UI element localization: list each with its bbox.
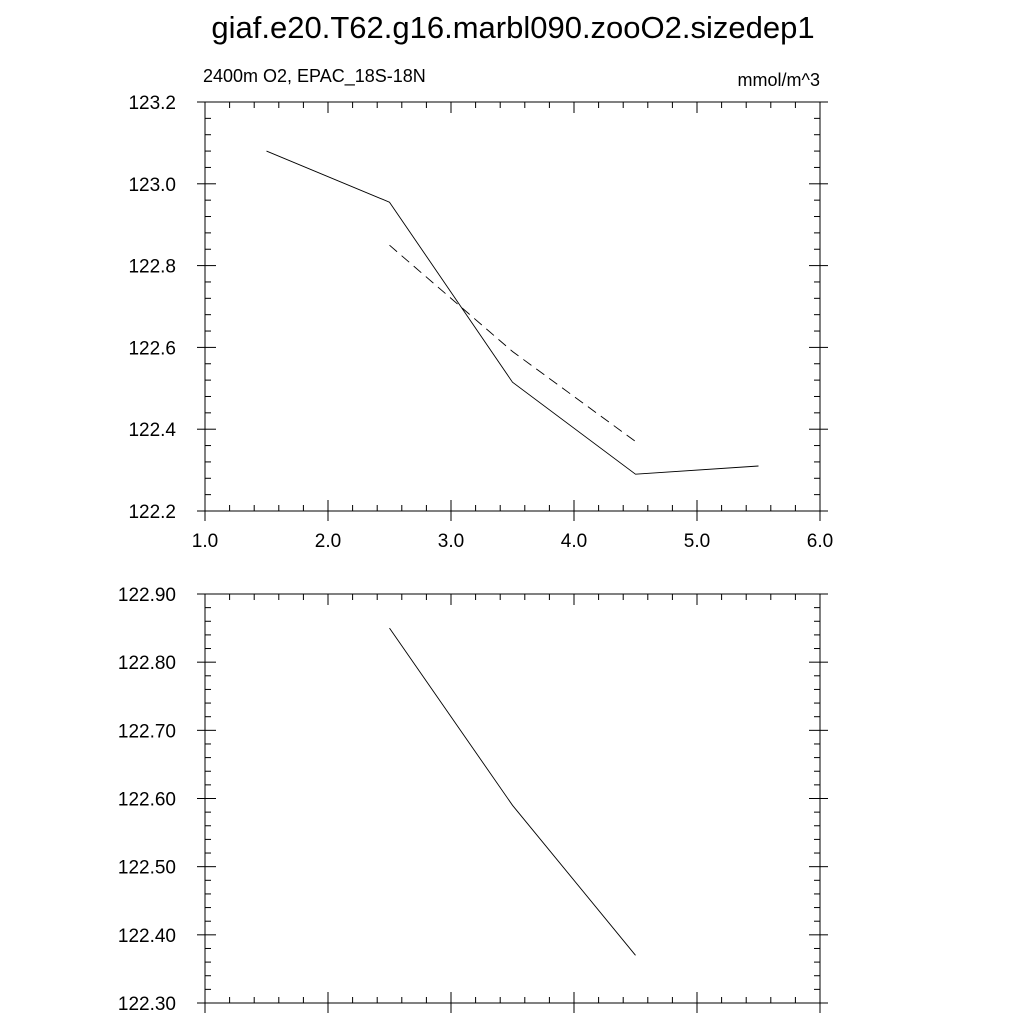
panel-top: 2400m O2, EPAC_18S-18N mmol/m^3 1.0 2.0 3.…	[128, 66, 833, 552]
panel-top-series	[266, 150, 759, 475]
panel-bottom-ytick-label: 122.90	[118, 585, 176, 606]
panel-bottom-series-solid	[389, 627, 636, 956]
panel-top-frame	[204, 101, 821, 512]
panel-top-xtick-label: 3.0	[438, 531, 464, 552]
panel-bottom: 122.30 122.40 122.50 122.60 122.70 122.80 122.…	[118, 585, 828, 1015]
panel-top-ticks: 1.0 2.0 3.0 4.0 5.0 6.0 122.2 122.4 122.6 122.8 12…	[128, 93, 833, 552]
panel-top-xtick-label: 6.0	[807, 531, 833, 552]
panel-top-subtitle-left: 2400m O2, EPAC_18S-18N	[203, 66, 426, 87]
panel-bottom-ytick-label: 122.30	[118, 994, 176, 1015]
panel-top-xtick-label: 2.0	[315, 531, 341, 552]
panel-bottom-ytick-label: 122.40	[118, 926, 176, 947]
panel-top-series-solid	[266, 150, 759, 475]
panel-bottom-ytick-label: 122.50	[118, 858, 176, 879]
panel-top-ytick-label: 122.8	[128, 257, 176, 278]
panel-bottom-ticks: 122.30 122.40 122.50 122.60 122.70 122.80 122.…	[118, 585, 828, 1015]
panel-bottom-ytick-label: 122.60	[118, 790, 176, 811]
panel-bottom-ytick-label: 122.80	[118, 653, 176, 674]
panel-top-ytick-label: 123.2	[128, 93, 176, 114]
panel-top-ytick-label: 122.4	[128, 420, 176, 441]
panel-top-ytick-label: 122.6	[128, 338, 176, 359]
panel-top-xtick-label: 4.0	[561, 531, 587, 552]
panel-top-subtitle-right: mmol/m^3	[738, 70, 820, 90]
panel-top-xtick-label: 1.0	[192, 531, 218, 552]
panel-top-series-dashed	[389, 244, 636, 442]
panel-top-xtick-label: 5.0	[684, 531, 710, 552]
panel-top-ytick-label: 122.2	[128, 502, 176, 523]
chart-title: giaf.e20.T62.g16.marbl090.zooO2.sizedep1	[211, 10, 814, 45]
panel-top-ytick-label: 123.0	[128, 175, 176, 196]
panel-bottom-frame	[204, 593, 821, 1004]
panel-bottom-ytick-label: 122.70	[118, 721, 176, 742]
panel-bottom-series	[389, 627, 636, 956]
